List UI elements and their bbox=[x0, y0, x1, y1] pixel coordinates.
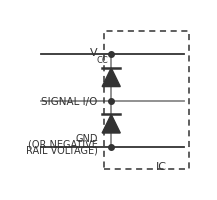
Text: (OR NEGATIVE: (OR NEGATIVE bbox=[28, 139, 98, 149]
Polygon shape bbox=[102, 115, 120, 133]
Text: IC: IC bbox=[156, 161, 167, 171]
Text: V: V bbox=[90, 48, 98, 57]
Text: RAIL VOLTAGE): RAIL VOLTAGE) bbox=[26, 145, 98, 154]
Text: GND: GND bbox=[75, 134, 98, 144]
Text: CC: CC bbox=[96, 56, 108, 65]
Text: SIGNAL I/O: SIGNAL I/O bbox=[41, 96, 98, 106]
Polygon shape bbox=[102, 69, 120, 87]
